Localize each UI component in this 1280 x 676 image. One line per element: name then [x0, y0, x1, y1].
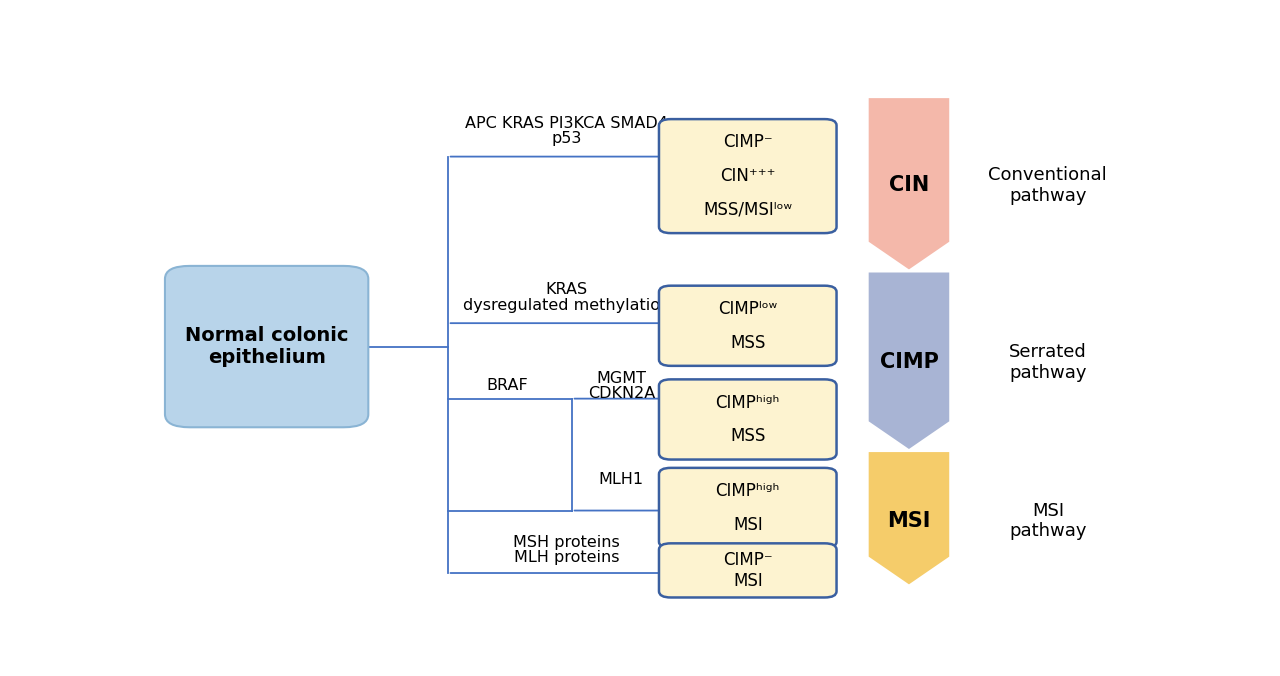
Text: dysregulated methylation: dysregulated methylation	[463, 297, 671, 313]
Text: MSI: MSI	[887, 511, 931, 531]
Text: MSS/MSIˡᵒʷ: MSS/MSIˡᵒʷ	[703, 201, 792, 219]
Text: MLH proteins: MLH proteins	[515, 550, 620, 565]
Text: MSS: MSS	[730, 427, 765, 445]
Text: CIMPʰⁱᵍʰ: CIMPʰⁱᵍʰ	[716, 482, 780, 500]
Text: KRAS: KRAS	[545, 282, 588, 297]
Text: Conventional
pathway: Conventional pathway	[988, 166, 1107, 205]
Text: BRAF: BRAF	[486, 379, 529, 393]
Text: CIMP⁻: CIMP⁻	[723, 551, 773, 569]
Polygon shape	[868, 271, 951, 451]
Text: MSI
pathway: MSI pathway	[1009, 502, 1087, 540]
FancyBboxPatch shape	[659, 379, 837, 460]
Text: MLH1: MLH1	[599, 472, 644, 487]
FancyBboxPatch shape	[659, 286, 837, 366]
Text: MSI: MSI	[733, 516, 763, 534]
Text: Serrated
pathway: Serrated pathway	[1009, 343, 1087, 381]
FancyBboxPatch shape	[659, 468, 837, 548]
Polygon shape	[868, 97, 951, 271]
Polygon shape	[868, 451, 951, 586]
Text: CIMP: CIMP	[879, 352, 938, 372]
Text: CIMP⁻: CIMP⁻	[723, 133, 773, 151]
Text: MSH proteins: MSH proteins	[513, 535, 620, 550]
FancyBboxPatch shape	[659, 544, 837, 598]
FancyBboxPatch shape	[659, 119, 837, 233]
Text: MSI: MSI	[733, 572, 763, 590]
Text: APC KRAS PI3KCA SMAD4: APC KRAS PI3KCA SMAD4	[466, 116, 668, 130]
Text: CIMPˡᵒʷ: CIMPˡᵒʷ	[718, 300, 777, 318]
Text: p53: p53	[552, 131, 582, 146]
Text: CDKN2A: CDKN2A	[588, 386, 655, 402]
Text: CIN: CIN	[888, 175, 929, 195]
Text: MGMT: MGMT	[596, 370, 646, 385]
Text: CIMPʰⁱᵍʰ: CIMPʰⁱᵍʰ	[716, 393, 780, 412]
FancyBboxPatch shape	[165, 266, 369, 427]
Text: CIN⁺⁺⁺: CIN⁺⁺⁺	[721, 167, 776, 185]
Text: MSS: MSS	[730, 334, 765, 352]
Text: Normal colonic
epithelium: Normal colonic epithelium	[184, 326, 348, 367]
